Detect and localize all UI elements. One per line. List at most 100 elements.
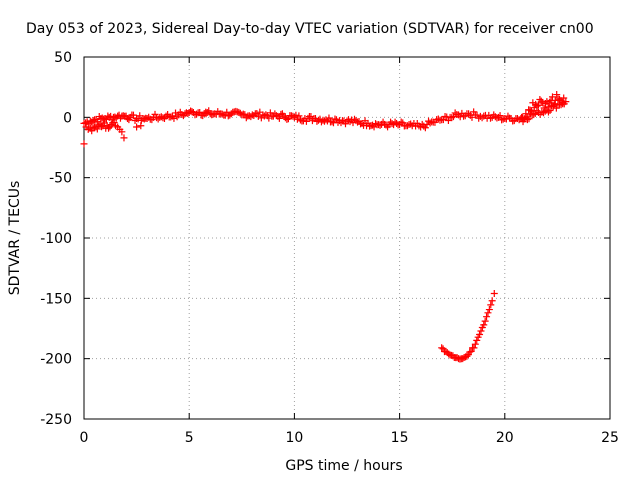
data-point [532, 100, 540, 108]
data-point [275, 114, 283, 122]
data-point [465, 110, 473, 118]
data-point [473, 111, 481, 119]
data-point [129, 111, 137, 119]
data-point [523, 113, 531, 121]
y-tick-label: 0 [63, 110, 72, 126]
data-point [548, 93, 556, 101]
data-point [546, 107, 554, 115]
data-point [295, 112, 303, 120]
data-point [443, 113, 451, 121]
data-point [296, 116, 304, 124]
y-tick-label: -100 [40, 231, 72, 247]
data-point [476, 112, 484, 120]
data-point [399, 119, 407, 127]
data-point [131, 117, 139, 125]
data-point [331, 115, 339, 123]
data-point [178, 110, 186, 118]
data-point [293, 115, 301, 123]
data-point [208, 111, 216, 119]
data-point [133, 123, 141, 131]
data-point [544, 103, 552, 111]
data-point [451, 109, 459, 117]
data-point [281, 114, 289, 122]
data-point [372, 120, 380, 128]
data-point [277, 110, 285, 118]
data-point [153, 114, 161, 122]
data-point [80, 140, 88, 148]
x-tick-label: 5 [185, 430, 194, 446]
data-point [266, 109, 274, 117]
data-point [487, 301, 495, 309]
data-point [426, 119, 434, 127]
data-point [527, 107, 535, 115]
data-point [325, 114, 333, 122]
series-spikes-20-23h [518, 91, 568, 126]
data-point [111, 113, 119, 121]
data-point [460, 353, 468, 361]
data-point [420, 122, 428, 130]
data-point [159, 114, 167, 122]
data-point [172, 109, 180, 117]
data-point [477, 327, 485, 335]
y-tick-label: -250 [40, 412, 72, 428]
y-tick-label: -200 [40, 352, 72, 368]
data-point [289, 112, 297, 120]
data-point [187, 107, 195, 115]
data-point [474, 333, 482, 341]
data-point [98, 114, 106, 122]
x-axis-label: GPS time / hours [285, 458, 402, 474]
data-point [203, 108, 211, 116]
data-point [151, 110, 159, 118]
y-axis-label: SDTVAR / TECUs [7, 181, 23, 296]
data-marks [80, 91, 570, 363]
data-point [93, 125, 101, 133]
data-point [478, 323, 486, 331]
data-point [115, 111, 123, 119]
data-point [105, 124, 113, 132]
data-point [384, 123, 392, 131]
y-tick-label: -150 [40, 291, 72, 307]
data-point [538, 108, 546, 116]
data-point [361, 117, 369, 125]
data-point [106, 123, 114, 131]
data-point [346, 118, 354, 126]
data-point [536, 95, 544, 103]
data-point [319, 116, 327, 124]
data-point [167, 113, 175, 121]
data-point [341, 120, 349, 128]
data-point [241, 111, 249, 119]
data-point [466, 348, 474, 356]
chart-title: Day 053 of 2023, Sidereal Day-to-day VTE… [26, 21, 594, 37]
data-point [498, 116, 506, 124]
data-point [546, 98, 554, 106]
data-point [218, 110, 226, 118]
data-point [283, 115, 291, 123]
series-lower-arc [438, 290, 498, 363]
data-point [486, 114, 494, 122]
data-point [443, 349, 451, 357]
data-point [278, 110, 286, 118]
x-tick-label: 20 [496, 430, 514, 446]
data-point [488, 297, 496, 305]
data-point [485, 306, 493, 314]
data-point [537, 97, 545, 105]
x-tick-label: 25 [601, 430, 619, 446]
data-point [317, 118, 325, 126]
data-point [490, 290, 498, 298]
data-point [470, 344, 478, 352]
data-point [393, 120, 401, 127]
data-point [541, 107, 549, 115]
data-point [533, 102, 541, 110]
data-point [262, 111, 270, 119]
data-point [95, 113, 103, 121]
data-point [436, 116, 444, 124]
data-point [550, 101, 558, 109]
series-main-band [80, 98, 570, 132]
data-point [448, 114, 456, 122]
data-point [473, 336, 481, 344]
data-point [481, 317, 489, 325]
data-point [470, 108, 478, 116]
data-point [173, 113, 181, 121]
data-point [140, 115, 148, 123]
